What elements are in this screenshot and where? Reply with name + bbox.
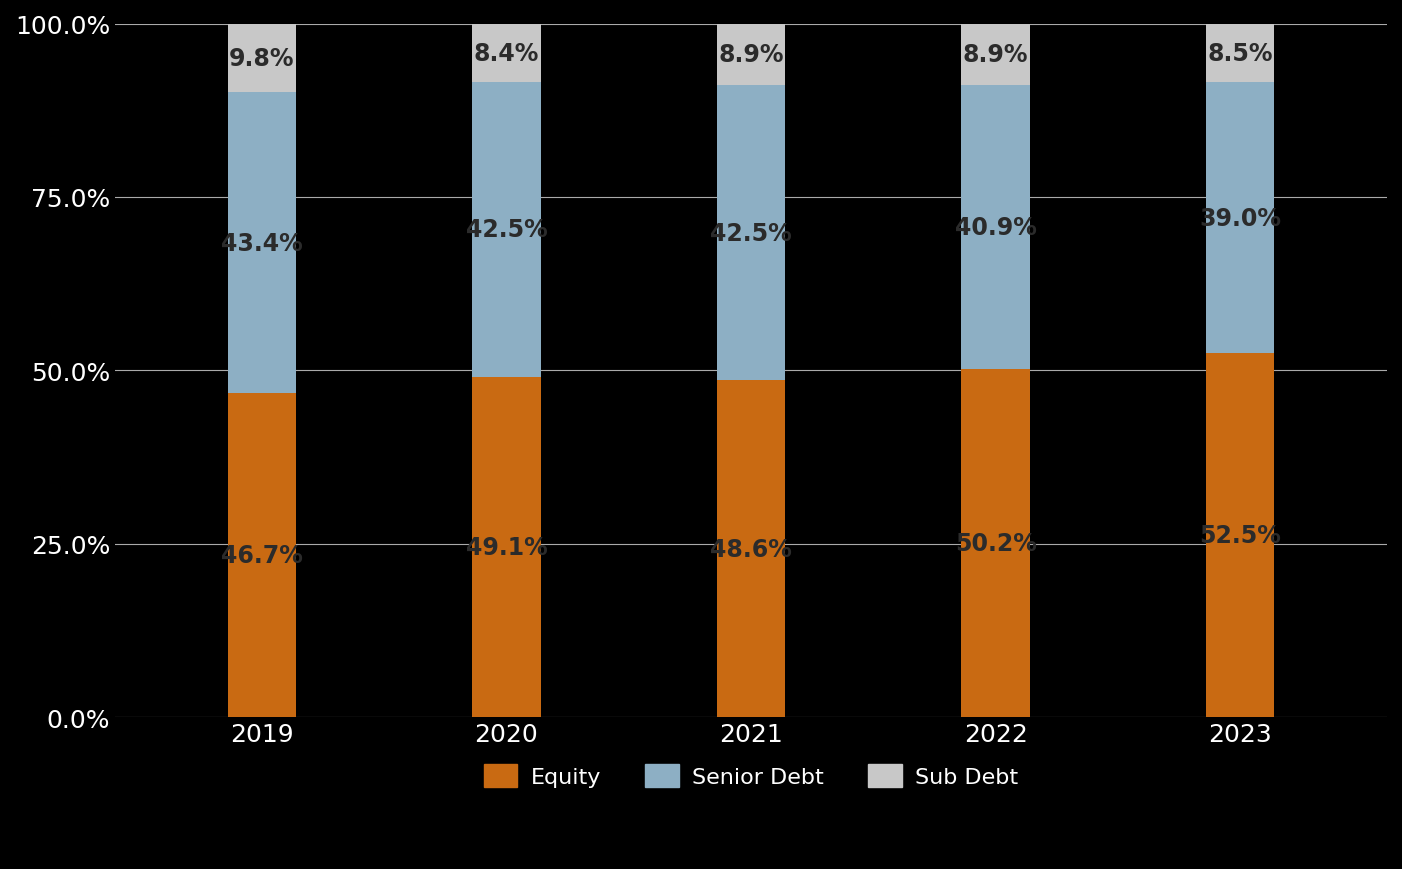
Bar [962,369,1030,717]
Text: 50.2%: 50.2% [955,532,1036,555]
Bar [962,86,1030,369]
Text: 48.6%: 48.6% [711,537,792,561]
Bar [227,93,296,394]
Bar [227,394,296,717]
Bar [716,381,785,717]
Text: 49.1%: 49.1% [465,535,547,559]
Bar [472,377,541,717]
Text: 46.7%: 46.7% [222,543,303,567]
Text: 8.9%: 8.9% [963,43,1029,67]
Text: 42.5%: 42.5% [465,218,547,242]
Text: 8.5%: 8.5% [1207,42,1273,66]
Bar [472,24,541,83]
Bar [716,24,785,86]
Legend: Equity, Senior Debt, Sub Debt: Equity, Senior Debt, Sub Debt [475,756,1028,796]
Text: 9.8%: 9.8% [229,47,294,71]
Text: 8.9%: 8.9% [718,43,784,67]
Bar [472,83,541,377]
Bar [716,86,785,381]
Text: 52.5%: 52.5% [1199,523,1281,547]
Text: 40.9%: 40.9% [955,216,1036,240]
Bar [1206,83,1274,354]
Text: 42.5%: 42.5% [711,222,792,245]
Text: 8.4%: 8.4% [474,42,540,65]
Text: 43.4%: 43.4% [222,231,303,255]
Text: 39.0%: 39.0% [1199,207,1281,230]
Bar [1206,24,1274,83]
Bar [962,24,1030,86]
Bar [227,25,296,93]
Bar [1206,354,1274,717]
